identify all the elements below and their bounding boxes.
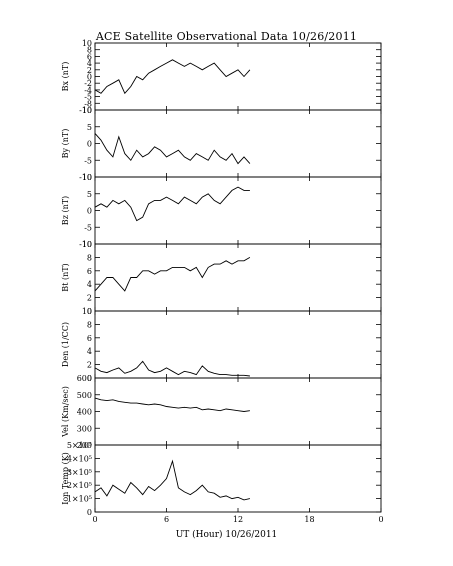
panel-4: 0 2 4 6 8 10 Bt (nT) [61, 240, 382, 316]
figure-title: ACE Satellite Observational Data 10/26/2… [95, 30, 358, 43]
y-tick-label: -5 [84, 93, 92, 102]
x-tick-label: 18 [304, 515, 314, 524]
y-tick-label: 0 [87, 140, 92, 149]
y-tick-label: 10 [82, 106, 92, 115]
y-tick-label: 1×10⁵ [67, 495, 92, 504]
y-tick-label: 10 [82, 173, 92, 182]
y-tick-label: -10 [79, 173, 92, 182]
y-tick-label: 2 [87, 361, 92, 370]
y-tick-label: 10 [82, 240, 92, 249]
series-line [94, 59, 251, 95]
y-tick-label: -8 [84, 99, 92, 108]
y-tick-label: -4 [84, 86, 92, 95]
y-tick-label: 6 [87, 334, 92, 343]
y-tick-label: 2 [87, 66, 92, 75]
y-tick-label: -5 [84, 223, 92, 232]
y-tick-label: 0 [87, 508, 92, 517]
x-tick-label: 12 [233, 515, 243, 524]
series-line [94, 186, 250, 222]
panel-5: 0 2 4 6 8 10 Den (1/CC) [61, 307, 382, 383]
panel-frame [94, 310, 382, 379]
series-line [94, 360, 250, 377]
y-axis-label: Den (1/CC) [61, 322, 70, 367]
y-tick-label: 3×10⁵ [67, 468, 92, 477]
y-tick-label: 8 [87, 320, 92, 329]
panel-6: 200 300 400 500 600 Vel (Km/sec) [61, 374, 382, 450]
y-tick-label: 8 [87, 253, 92, 262]
y-tick-label: 400 [77, 408, 92, 417]
y-axis-label: Bz (nT) [61, 196, 70, 225]
series-line [94, 397, 250, 412]
y-axis-label: By (nT) [61, 129, 70, 159]
y-tick-label: 0 [87, 307, 92, 316]
y-tick-label: 4 [87, 347, 92, 356]
y-tick-label: 10 [82, 307, 92, 316]
y-tick-label: 2 [87, 294, 92, 303]
y-tick-label: 300 [77, 424, 92, 433]
y-axis-label: Bt (nT) [61, 263, 70, 291]
y-tick-label: 4 [87, 59, 92, 68]
panel-frame [94, 109, 382, 178]
y-tick-label: 4×10⁵ [67, 454, 92, 463]
y-tick-label: 500 [77, 391, 92, 400]
y-tick-label: 0 [87, 207, 92, 216]
x-tick-label: 6 [164, 515, 169, 524]
series-line [94, 257, 251, 292]
y-tick-label: 0 [87, 73, 92, 82]
y-tick-label: 200 [77, 441, 92, 450]
y-tick-label: -5 [84, 156, 92, 165]
series-line [94, 133, 251, 165]
y-axis-label: Vel (Km/sec) [61, 386, 70, 438]
y-tick-label: -10 [79, 106, 92, 115]
y-tick-label: 6 [87, 52, 92, 61]
x-tick-label: 0 [378, 515, 383, 524]
series-line [94, 459, 250, 501]
x-tick-label: 0 [92, 515, 97, 524]
y-tick-label: 4 [87, 280, 92, 289]
y-tick-label: 0 [87, 374, 92, 383]
y-tick-label: 5×10⁵ [67, 441, 92, 450]
panel-frame [94, 377, 382, 446]
y-tick-label: 2×10⁵ [67, 481, 92, 490]
panel-frame [94, 42, 382, 111]
y-tick-label: 10 [82, 39, 92, 48]
y-axis-label: Bx (nT) [61, 62, 70, 92]
y-tick-label: 5 [87, 123, 92, 132]
y-tick-label: -10 [79, 240, 92, 249]
y-axis-label: Ion Temp (K) [61, 452, 70, 505]
panel-2: -10 -5 0 5 10 By (nT) [61, 106, 382, 182]
y-tick-label: -2 [84, 79, 92, 88]
y-tick-label: 6 [87, 267, 92, 276]
y-tick-label: 5 [87, 190, 92, 199]
panel-frame [94, 243, 382, 312]
panel-3: -10 -5 0 5 10 Bz (nT) [61, 173, 382, 249]
panel-7: 0 1×10⁵ 2×10⁵ 3×10⁵ 4×10⁵ 5×10⁵ Ion Temp (K) [61, 441, 382, 517]
y-tick-label: 600 [77, 374, 92, 383]
panel-frame [94, 444, 382, 513]
y-tick-label: 8 [87, 46, 92, 55]
x-axis-title: UT (Hour) 10/26/2011 [175, 530, 278, 540]
